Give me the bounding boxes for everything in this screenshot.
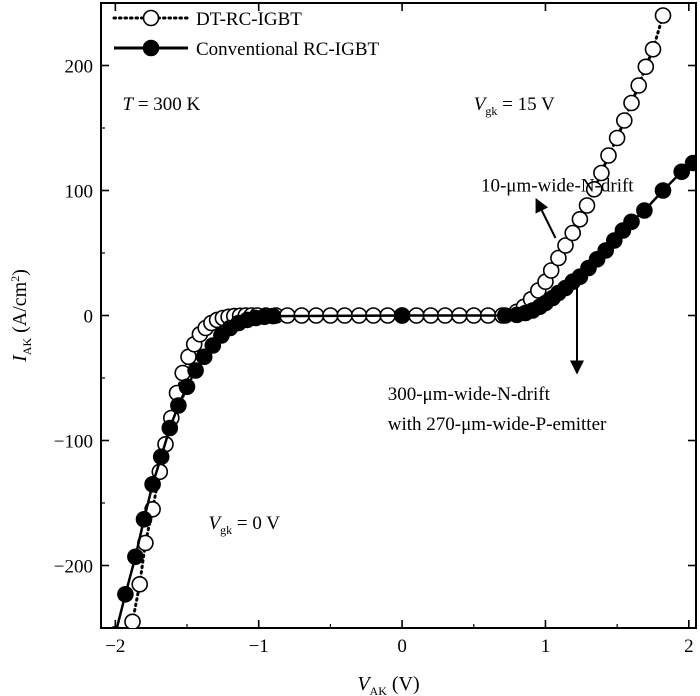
annotation-layer: T = 300 K Vgk = 15 V Vgk = 0 V 10-μm-wide-N… — [123, 94, 635, 537]
data-point — [131, 575, 148, 593]
y-tick-label: 0 — [84, 307, 94, 328]
x-tick-label: −2 — [105, 636, 125, 657]
series-layer — [109, 7, 696, 628]
data-point — [127, 548, 144, 566]
vgk-on-label: Vgk = 15 V — [474, 94, 555, 118]
data-point — [161, 419, 179, 437]
data-point — [264, 307, 282, 325]
data-point — [654, 182, 672, 199]
data-point — [550, 249, 567, 267]
data-point — [623, 213, 640, 231]
narrow-drift-label: 10-μm-wide-N-drift — [481, 175, 634, 196]
data-point — [615, 112, 633, 129]
data-point — [564, 224, 582, 242]
y-tick-label: −200 — [54, 557, 93, 578]
data-point — [637, 58, 655, 76]
wide-drift-label-line2: with 270-μm-wide-P-emitter — [388, 414, 607, 435]
x-tick-label: −1 — [249, 636, 269, 657]
data-point — [684, 154, 696, 172]
data-point — [654, 7, 672, 24]
x-axis-title: VAK (V) — [357, 673, 419, 696]
data-point — [195, 348, 213, 366]
data-point — [178, 378, 196, 396]
data-point — [557, 237, 574, 254]
y-tick-label: 100 — [65, 182, 94, 203]
data-point — [578, 197, 596, 214]
data-point — [135, 510, 153, 528]
data-point — [144, 475, 161, 493]
legend-marker — [142, 9, 160, 27]
legend-label: Conventional RC-IGBT — [196, 39, 380, 60]
legend-entry: Conventional RC-IGBT — [114, 39, 380, 60]
data-point — [585, 181, 603, 198]
data-point — [170, 397, 187, 414]
data-point — [623, 94, 640, 112]
legend-marker — [142, 39, 160, 57]
narrow-drift-arrow — [535, 197, 557, 239]
legend: DT-RC-IGBT Conventional RC-IGBT — [112, 9, 380, 60]
y-tick-label: −100 — [54, 432, 93, 453]
data-point — [571, 211, 589, 228]
data-point — [600, 147, 617, 164]
legend-entry: DT-RC-IGBT — [112, 9, 302, 30]
y-axis-title: IAK (A/cm2) — [8, 269, 34, 363]
data-point — [187, 362, 204, 379]
y-tick-label: 200 — [65, 57, 94, 78]
x-tick-label: 1 — [541, 636, 551, 657]
data-point — [124, 613, 141, 628]
vgk-off-label: Vgk = 0 V — [209, 513, 281, 537]
data-point — [393, 307, 411, 324]
data-point — [152, 448, 170, 466]
y-axis-title-group: IAK (A/cm2) — [8, 269, 34, 363]
data-point — [542, 262, 560, 279]
x-tick-label: 2 — [684, 636, 694, 657]
series-conventional-rc-igbt — [109, 154, 696, 628]
data-point — [117, 585, 134, 603]
data-point — [630, 77, 648, 94]
data-point — [593, 164, 610, 182]
x-tick-label: 0 — [397, 636, 407, 657]
axes: −2 −1 0 1 2 −200 −100 0 100 200 VAK (V) IAK (A/cm2) — [8, 2, 696, 696]
temperature-label: T = 300 K — [123, 94, 201, 115]
legend-label: DT-RC-IGBT — [196, 9, 302, 30]
wide-drift-label-line1: 300-μm-wide-N-drift — [388, 384, 551, 405]
data-point — [673, 163, 691, 181]
data-point — [636, 202, 653, 219]
data-point — [644, 40, 662, 58]
data-point — [608, 129, 626, 147]
